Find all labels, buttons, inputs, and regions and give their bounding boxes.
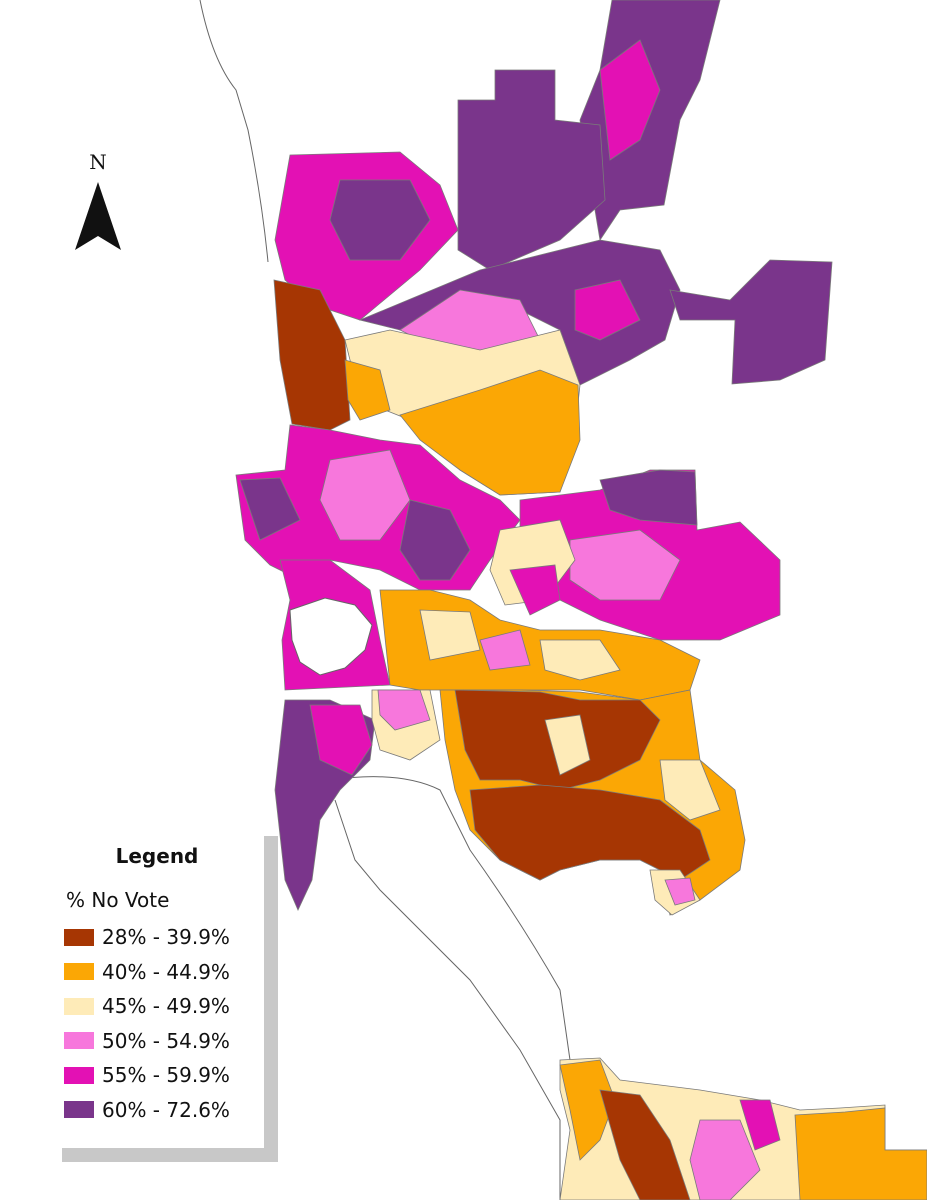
region-north-west-2 [329,179,431,261]
legend-label: 45% - 49.9% [102,994,230,1019]
region-mid-city-5 [664,877,696,906]
region-mission-valley-2 [419,609,481,661]
north-arrow-label: N [89,150,107,174]
legend: Legend % No Vote 28% - 39.9% 40% - 44.9%… [50,826,264,1148]
region-serra-mesa [399,499,471,581]
region-miramar [399,369,581,496]
region-carmel-valley [457,69,606,271]
region-clairemont-3 [239,477,301,541]
legend-swatch [64,928,94,946]
legend-label: 60% - 72.6% [102,1097,230,1122]
legend-item: 50% - 54.9% [64,1024,264,1059]
legend-swatch [64,1066,94,1084]
legend-swatch [64,1032,94,1050]
north-arrow-icon [75,182,121,250]
legend-label: 28% - 39.9% [102,925,230,950]
region-point-loma-2 [309,704,373,776]
region-la-jolla [273,279,351,431]
legend-item: 28% - 39.9% [64,920,264,955]
region-scripps-ranch [669,259,833,385]
region-mission-valley-3 [539,639,621,681]
bay-shoreline [329,776,621,1200]
region-mid-city-2 [544,714,591,776]
legend-item: 60% - 72.6% [64,1093,264,1128]
region-la-jolla-south [344,359,391,421]
north-arrow: N [70,150,126,254]
region-mission-bay [289,597,373,676]
region-south-bay-5 [794,1107,927,1200]
region-mission-valley-4 [479,629,531,671]
region-midway-2 [377,689,431,731]
coastline [199,0,269,263]
legend-swatch [64,1101,94,1119]
legend-label: 40% - 44.9% [102,959,230,984]
region-north-city-2 [599,39,661,161]
region-tierrasanta-3 [569,529,681,601]
region-clairemont-2 [319,449,411,541]
region-south-bay-6 [739,1099,781,1151]
legend-swatch [64,997,94,1015]
region-south-bay-2 [559,1059,616,1161]
legend-label: 50% - 54.9% [102,1028,230,1053]
region-mid-city-3 [659,759,721,821]
legend-label: 55% - 59.9% [102,1063,230,1088]
legend-item: 55% - 59.9% [64,1058,264,1093]
legend-item: 45% - 49.9% [64,989,264,1024]
legend-subtitle: % No Vote [66,888,170,912]
legend-title: Legend [115,844,199,868]
region-south-bay-3 [599,1089,691,1200]
region-tierrasanta-2 [599,469,698,526]
region-south-bay-4 [689,1119,761,1200]
region-navajo-2 [509,564,561,616]
legend-item: 40% - 44.9% [64,955,264,990]
region-mira-mesa-3 [574,279,641,341]
legend-swatch [64,963,94,981]
